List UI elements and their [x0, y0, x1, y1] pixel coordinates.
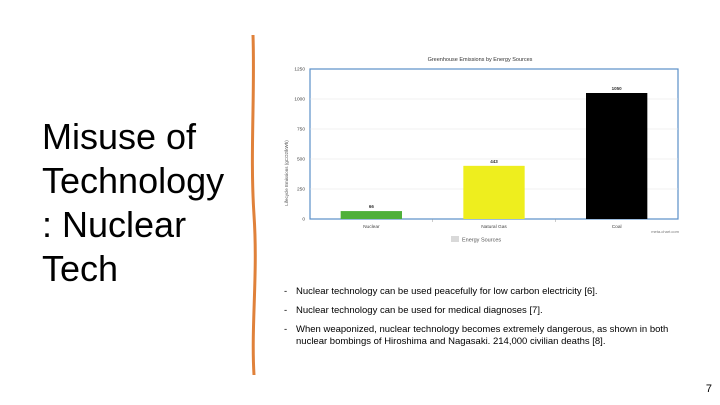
chart-title: Greenhouse Emissions by Energy Sources — [428, 57, 533, 63]
y-tick-label: 250 — [297, 187, 305, 193]
bar-value-label: 1050 — [612, 86, 623, 91]
chart-y-axis-label: Lifecycle Emissions (gCO2/kWh) — [284, 140, 289, 206]
title-line-2: Technology — [42, 160, 225, 201]
x-tick-labels: Nuclear Natural Gas Coal — [363, 219, 622, 230]
bullet-item: Nuclear technology can be used peacefull… — [284, 286, 684, 298]
y-tick-label: 750 — [297, 127, 305, 133]
bar — [463, 165, 525, 219]
y-tick-labels: 0 250 500 750 1000 1250 — [294, 67, 305, 223]
title-line-1: Misuse of — [42, 116, 197, 157]
y-tick-label: 500 — [297, 157, 305, 163]
page-number: 7 — [705, 383, 712, 395]
chart-legend: Energy Sources — [451, 236, 501, 244]
y-tick-label: 1000 — [294, 97, 305, 103]
bar-value-labels: 66 443 1050 — [369, 86, 622, 209]
x-tick-label: Coal — [612, 224, 622, 230]
bar-value-label: 66 — [369, 204, 375, 209]
legend-swatch — [451, 236, 459, 242]
bars — [340, 93, 648, 219]
title-line-4: Tech — [42, 248, 119, 289]
bullet-item: Nuclear technology can be used for medic… — [284, 305, 684, 317]
y-tick-label: 1250 — [294, 67, 305, 73]
y-tick-label: 0 — [302, 217, 305, 223]
x-tick-label: Natural Gas — [481, 224, 507, 230]
x-tick-label: Nuclear — [363, 224, 380, 230]
decorative-divider — [250, 35, 257, 375]
legend-label: Energy Sources — [462, 238, 501, 244]
bar-value-label: 443 — [490, 159, 498, 164]
slide-title: Misuse of Technology : Nuclear Tech — [42, 115, 242, 291]
bullet-list: Nuclear technology can be used peacefull… — [284, 286, 684, 355]
chart-watermark: meta-chart.com — [651, 229, 679, 234]
bar — [340, 211, 402, 219]
emissions-bar-chart: Greenhouse Emissions by Energy Sources L… — [284, 57, 680, 244]
bar — [586, 93, 648, 219]
bullet-item: When weaponized, nuclear technology beco… — [284, 324, 684, 348]
title-line-3: : Nuclear — [42, 204, 187, 245]
